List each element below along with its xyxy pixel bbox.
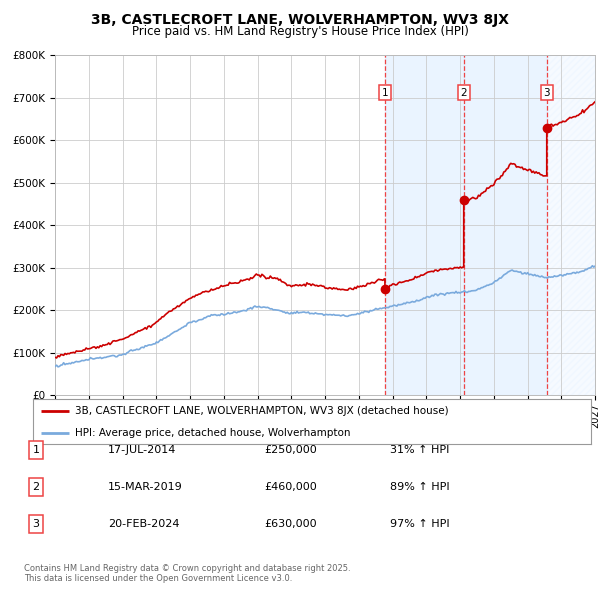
Text: HPI: Average price, detached house, Wolverhampton: HPI: Average price, detached house, Wolv… (75, 428, 350, 438)
Text: 20-FEB-2024: 20-FEB-2024 (108, 519, 179, 529)
Text: £630,000: £630,000 (264, 519, 317, 529)
Bar (547, 55, 595, 395)
Text: £250,000: £250,000 (264, 445, 317, 455)
Text: Contains HM Land Registry data © Crown copyright and database right 2025.
This d: Contains HM Land Registry data © Crown c… (24, 563, 350, 583)
Text: 3B, CASTLECROFT LANE, WOLVERHAMPTON, WV3 8JX (detached house): 3B, CASTLECROFT LANE, WOLVERHAMPTON, WV3… (75, 407, 448, 417)
Text: 1: 1 (32, 445, 40, 455)
Text: 2: 2 (32, 482, 40, 492)
Text: Price paid vs. HM Land Registry's House Price Index (HPI): Price paid vs. HM Land Registry's House … (131, 25, 469, 38)
Text: 17-JUL-2014: 17-JUL-2014 (108, 445, 176, 455)
Text: 3: 3 (544, 88, 550, 98)
Text: 97% ↑ HPI: 97% ↑ HPI (390, 519, 449, 529)
Text: 31% ↑ HPI: 31% ↑ HPI (390, 445, 449, 455)
Text: 3B, CASTLECROFT LANE, WOLVERHAMPTON, WV3 8JX: 3B, CASTLECROFT LANE, WOLVERHAMPTON, WV3… (91, 13, 509, 27)
Text: 89% ↑ HPI: 89% ↑ HPI (390, 482, 449, 492)
Text: 2: 2 (460, 88, 467, 98)
Bar (464, 55, 547, 395)
Text: 3: 3 (32, 519, 40, 529)
Text: £460,000: £460,000 (264, 482, 317, 492)
Bar (385, 55, 464, 395)
Text: 1: 1 (382, 88, 388, 98)
Text: 15-MAR-2019: 15-MAR-2019 (108, 482, 183, 492)
